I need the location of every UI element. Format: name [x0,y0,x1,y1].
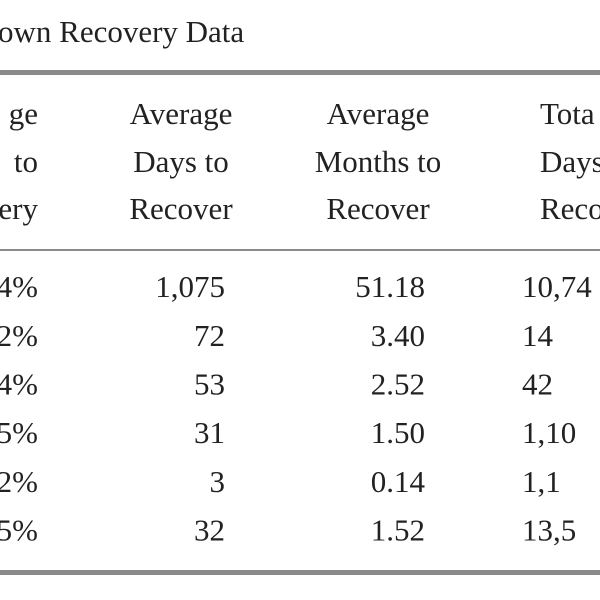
header-cell: Days to [133,144,229,179]
data-cell: 2.52 [371,367,425,402]
data-cell: 31 [194,415,225,450]
data-cell: 72 [194,318,225,353]
header-cell: Days [540,144,600,179]
data-cell: 3.40 [371,318,425,353]
top-rule [0,70,600,75]
bottom-rule [0,570,600,575]
data-cell: 53 [194,367,225,402]
header-cell: Months to [315,144,442,179]
data-cell: 0.14 [371,464,426,499]
header-cell: ge [9,96,38,131]
data-cell: 14 [522,318,554,353]
data-cell: 2% [0,318,38,353]
header-cell: ery [0,191,38,226]
header-rule [0,249,600,251]
header-cell: Average [327,96,430,131]
data-cell: 42 [522,367,553,402]
data-cell: 3 [210,464,226,499]
data-cell: 4% [0,367,38,402]
table-title: own Recovery Data [0,14,244,49]
data-cell: 51.18 [355,269,425,304]
header-cell: Recov [540,191,600,226]
data-cell: 4% [0,269,38,304]
header-cell: Recover [326,191,430,226]
header-cell: Average [130,96,233,131]
data-cell: 1.52 [371,513,425,548]
data-cell: 5% [0,513,38,548]
data-cell: 1.50 [371,415,425,450]
header-cell: Recover [129,191,233,226]
data-cell: 13,5 [522,513,576,548]
header-cell: to [14,144,38,179]
header-cell: Tota [540,96,595,131]
data-cell: 5% [0,415,38,450]
data-cell: 1,10 [522,415,576,450]
data-cell: 32 [194,513,225,548]
data-cell: 10,74 [522,269,592,304]
data-cell: 1,075 [155,269,225,304]
data-cell: 1,1 [522,464,561,499]
data-cell: 2% [0,464,38,499]
